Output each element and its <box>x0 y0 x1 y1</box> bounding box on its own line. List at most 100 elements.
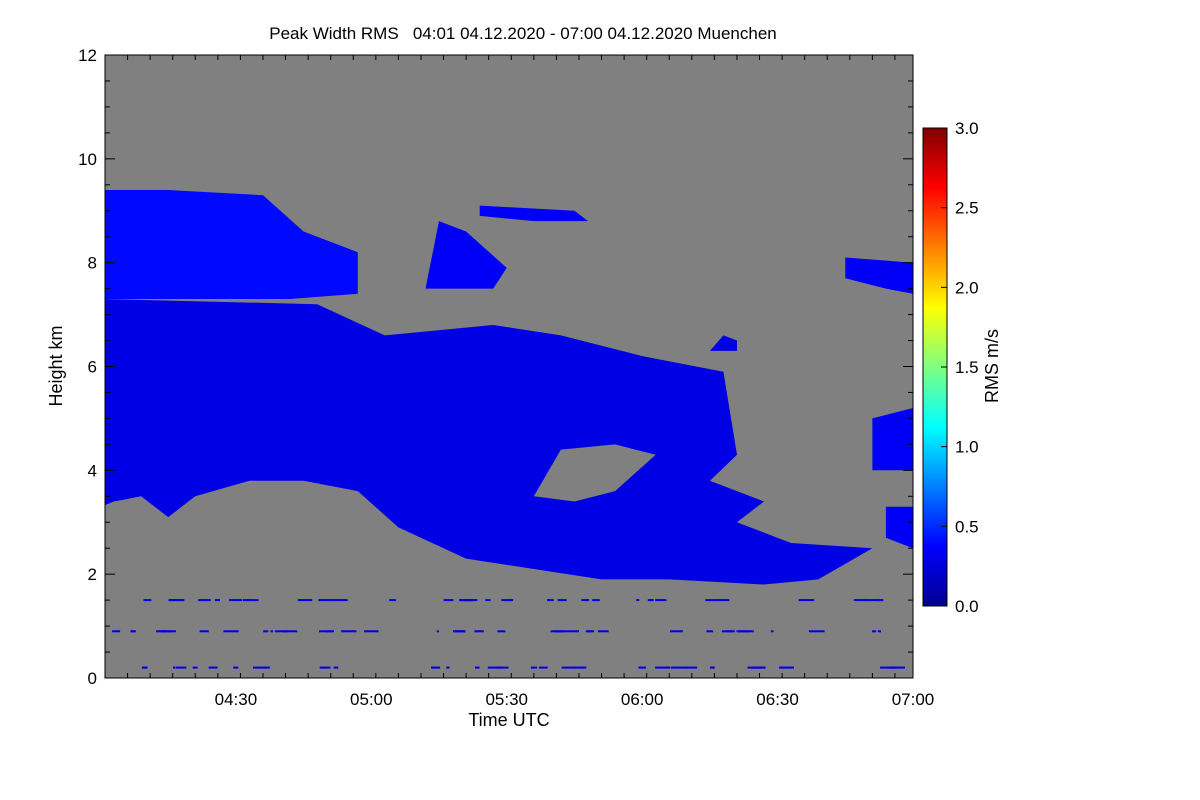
noise-segment <box>501 599 512 602</box>
noise-segment <box>270 630 273 633</box>
noise-segment <box>751 666 766 669</box>
noise-segment <box>880 666 896 669</box>
noise-segment <box>131 630 136 633</box>
noise-segment <box>581 599 590 602</box>
noise-segment <box>459 599 474 602</box>
noise-segment <box>431 666 437 669</box>
noise-segment <box>164 630 176 633</box>
noise-segment <box>853 599 868 602</box>
noise-segment <box>143 599 152 602</box>
noise-segment <box>671 666 682 669</box>
noise-segment <box>233 666 239 669</box>
noise-segment <box>592 599 600 602</box>
noise-segment <box>872 630 877 633</box>
region-mid-gap-clear <box>533 444 656 502</box>
noise-segment <box>538 666 548 669</box>
noise-segment <box>389 599 397 602</box>
noise-segment <box>571 666 587 669</box>
noise-segment <box>282 630 298 633</box>
colorbar-tick-label: 0.0 <box>955 597 979 616</box>
noise-segment <box>638 666 646 669</box>
noise-segment <box>436 630 439 633</box>
y-tick-label: 0 <box>88 669 97 688</box>
noise-segment <box>443 599 454 602</box>
colorbar-tick-label: 2.5 <box>955 199 979 218</box>
noise-segment <box>708 599 720 602</box>
noise-segment <box>169 599 185 602</box>
region-right-edge-mid-cells <box>872 408 913 471</box>
noise-segment <box>253 666 268 669</box>
heatmap-noise-rows <box>112 599 905 669</box>
noise-segment <box>547 599 554 602</box>
noise-segment <box>318 599 324 602</box>
colorbar-tick-label: 1.5 <box>955 358 979 377</box>
noise-segment <box>475 630 484 633</box>
noise-segment <box>670 630 683 633</box>
noise-segment <box>364 630 379 633</box>
noise-segment <box>655 599 667 602</box>
region-upper-cirrus-band <box>105 190 358 299</box>
y-tick-label: 2 <box>88 565 97 584</box>
noise-segment <box>808 630 825 633</box>
y-tick-label: 4 <box>88 461 97 480</box>
noise-segment <box>876 599 884 602</box>
colorbar-tick-label: 2.0 <box>955 278 979 297</box>
noise-segment <box>666 666 671 669</box>
noise-segment <box>199 630 209 633</box>
y-axis-ticks: 0 2 4 6 8 10 12 <box>78 46 913 688</box>
noise-segment <box>202 599 211 602</box>
noise-segment <box>557 599 567 602</box>
noise-segment <box>585 630 594 633</box>
colorbar-label: RMS m/s <box>982 329 1002 403</box>
noise-segment <box>727 630 735 633</box>
region-isolated-cell-6.3 <box>709 335 737 351</box>
colorbar-tick-label: 3.0 <box>955 119 979 138</box>
noise-segment <box>341 630 357 633</box>
noise-segment <box>655 666 668 669</box>
noise-segment <box>497 630 506 633</box>
region-main-cloud-body <box>105 299 873 585</box>
x-axis-ticks: 04:30 05:00 05:30 06:00 06:30 07:00 <box>104 55 935 709</box>
noise-segment <box>565 630 579 633</box>
x-tick-label: 05:30 <box>485 690 528 709</box>
x-tick-label: 05:00 <box>350 690 393 709</box>
noise-segment <box>162 630 166 633</box>
noise-segment <box>781 666 789 669</box>
noise-segment <box>214 599 220 602</box>
chart-title: Peak Width RMS 04:01 04.12.2020 - 07:00 … <box>269 24 777 43</box>
noise-segment <box>173 666 176 669</box>
noise-segment <box>192 666 198 669</box>
x-tick-label: 06:30 <box>756 690 799 709</box>
noise-segment <box>550 630 565 633</box>
colorbar-ticks: 0.0 0.5 1.0 1.5 2.0 2.5 3.0 <box>941 119 979 616</box>
noise-segment <box>712 666 715 669</box>
noise-segment <box>156 630 166 633</box>
noise-segment <box>208 666 218 669</box>
x-tick-label: 07:00 <box>892 690 935 709</box>
noise-segment <box>770 630 774 633</box>
noise-segment <box>636 599 640 602</box>
noise-segment <box>446 666 450 669</box>
noise-segment <box>597 630 609 633</box>
noise-segment <box>682 666 698 669</box>
noise-segment <box>458 630 466 633</box>
noise-segment <box>333 666 339 669</box>
noise-segment <box>334 599 348 602</box>
x-tick-label: 06:00 <box>621 690 664 709</box>
y-tick-label: 6 <box>88 358 97 377</box>
noise-segment <box>242 599 259 602</box>
noise-segment <box>798 599 815 602</box>
noise-segment <box>475 666 480 669</box>
region-upper-scattered-cells <box>425 221 507 289</box>
noise-segment <box>485 599 491 602</box>
region-right-edge-high-cells <box>845 257 913 294</box>
x-axis-label: Time UTC <box>468 710 549 730</box>
noise-segment <box>721 630 733 633</box>
colorbar-tick-label: 0.5 <box>955 517 979 536</box>
noise-segment <box>877 630 881 633</box>
noise-segment <box>112 630 121 633</box>
region-isolated-cell-6.2-low <box>696 418 724 434</box>
noise-segment <box>706 630 714 633</box>
